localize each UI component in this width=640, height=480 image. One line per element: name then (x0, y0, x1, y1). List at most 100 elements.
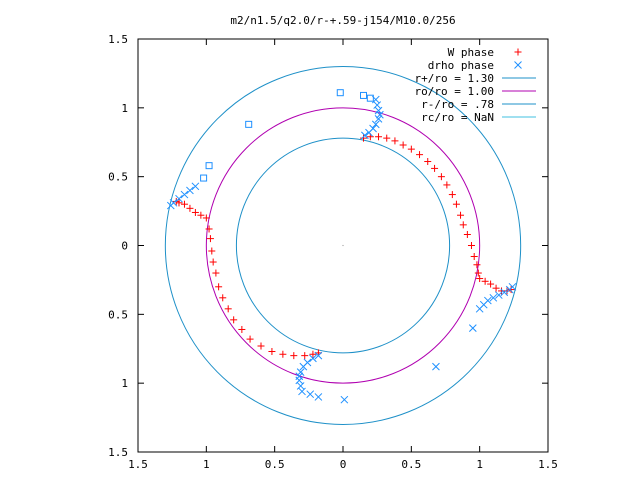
data-point (361, 131, 369, 140)
data-point (197, 211, 205, 219)
data-point (360, 91, 367, 99)
y-tick-label: 0.5 (108, 308, 128, 321)
reference-circles (164, 66, 522, 425)
data-point (205, 162, 213, 170)
legend-marker (514, 61, 522, 69)
data-point (186, 186, 194, 195)
data-point (437, 173, 445, 181)
y-tick-label: 1 (121, 102, 128, 115)
x-tick-label: 0.5 (265, 458, 285, 471)
data-point (474, 269, 482, 277)
legend-label: ro/ro = 1.00 (415, 85, 494, 98)
data-point (431, 164, 439, 172)
data-point (296, 382, 305, 390)
data-point (215, 283, 223, 291)
data-point (191, 208, 199, 216)
data-point (298, 387, 306, 396)
data-point (309, 354, 317, 363)
data-point (467, 242, 475, 249)
data-point (505, 285, 514, 294)
series-1 (172, 133, 515, 360)
data-point (340, 395, 349, 404)
data-point (200, 174, 208, 182)
data-point (336, 89, 344, 97)
data-point (205, 225, 213, 233)
data-point (208, 247, 216, 255)
data-point (476, 275, 484, 283)
y-tick-label: 0.5 (108, 171, 128, 184)
data-point (507, 286, 515, 294)
data-point (306, 390, 315, 399)
data-point (500, 288, 509, 297)
legend-label: rc/ro = NaN (421, 111, 494, 124)
data-point (473, 261, 481, 269)
data-point (452, 200, 460, 208)
y-tick-label: 1.5 (108, 446, 128, 459)
data-point (492, 284, 500, 292)
data-point (365, 128, 373, 137)
data-point (457, 211, 465, 219)
data-point (295, 372, 304, 381)
legend-label: W phase (448, 46, 494, 59)
data-point (416, 151, 424, 159)
x-tick-label: 1 (476, 458, 483, 471)
data-point (373, 101, 382, 109)
x-tick-label: 1.5 (538, 458, 558, 471)
data-point (375, 133, 383, 141)
data-point (494, 291, 503, 299)
data-point (202, 214, 210, 222)
data-point (374, 114, 383, 123)
data-point (180, 190, 189, 199)
data-point (383, 134, 391, 142)
x-tick-label: 1 (203, 458, 210, 471)
data-point (360, 134, 367, 142)
x-tick-label: 0.5 (401, 458, 421, 471)
data-point (468, 324, 477, 332)
data-point (230, 316, 238, 324)
legend-label: r+/ro = 1.30 (415, 72, 494, 85)
data-point (459, 221, 467, 229)
data-point (424, 158, 432, 166)
legend-label: r-/ro = .78 (421, 98, 494, 111)
chart-title: m2/n1.5/q2.0/r-+.59-j154/M10.0/256 (230, 14, 455, 27)
data-point (374, 106, 383, 115)
data-point (245, 120, 253, 128)
x-tick-label: 0 (340, 458, 347, 471)
data-point (481, 277, 489, 285)
data-point (224, 305, 232, 313)
data-point (246, 335, 254, 343)
axis-ticks: 1.5 1 0.5 0 0.5 1 1.51.510.500.511.5 (108, 33, 558, 471)
origin-dot (342, 244, 344, 247)
data-point (376, 110, 384, 119)
y-tick-label: 0 (121, 240, 128, 253)
data-point (489, 293, 498, 302)
data-point (309, 350, 317, 358)
data-point (432, 362, 440, 371)
legend-label: drho phase (428, 59, 494, 72)
data-point (206, 235, 214, 243)
circle-ro-line (205, 107, 481, 384)
data-point (448, 191, 456, 199)
data-point (180, 200, 188, 208)
data-point (463, 230, 471, 238)
series-3 (200, 89, 374, 182)
data-point (503, 287, 511, 295)
data-point (175, 194, 183, 203)
data-point (296, 368, 305, 377)
data-point (371, 120, 380, 129)
data-point (219, 294, 227, 302)
x-tick-label: 1.5 (128, 458, 148, 471)
data-point (212, 269, 220, 277)
data-point (303, 358, 312, 367)
data-point (399, 141, 407, 149)
data-point (290, 352, 298, 360)
data-point (487, 280, 495, 288)
data-point (186, 204, 194, 212)
data-point (238, 325, 246, 333)
data-point (268, 348, 276, 356)
data-point (169, 198, 178, 207)
series-2 (166, 95, 517, 404)
data-point (391, 137, 399, 145)
